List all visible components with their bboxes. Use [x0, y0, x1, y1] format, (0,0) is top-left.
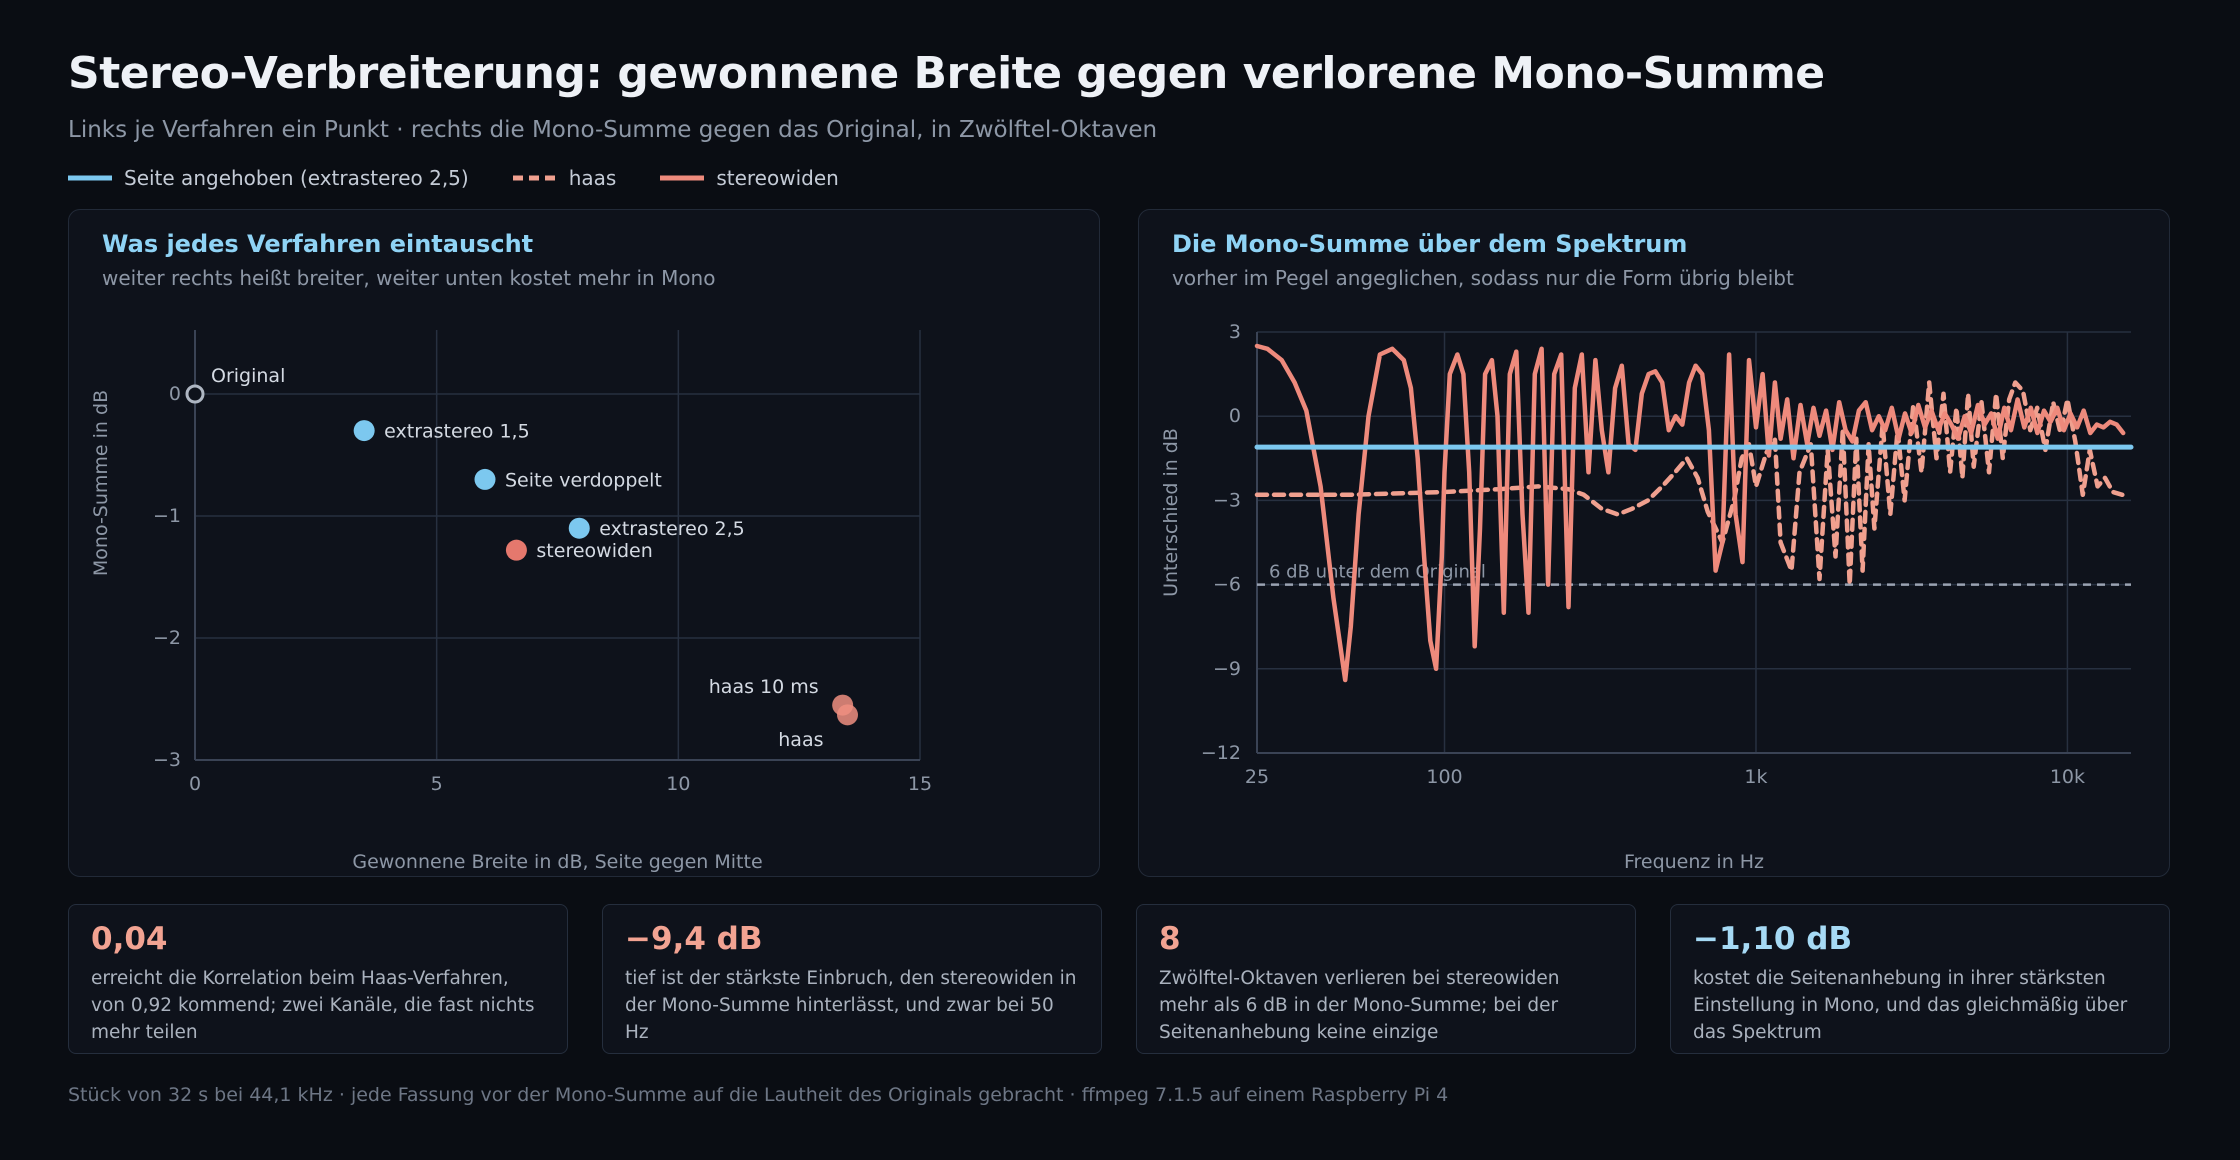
legend-item-stereowiden: stereowiden — [660, 166, 839, 190]
point-side — [474, 468, 496, 490]
y-tick-label: −9 — [1213, 658, 1241, 680]
point-original — [185, 384, 205, 404]
y-tick-label: −1 — [153, 505, 181, 527]
stat-card-correlation: 0,04 erreicht die Korrelation beim Haas-… — [68, 904, 568, 1054]
y-tick-label: −3 — [1213, 489, 1241, 511]
y-tick-label: −3 — [153, 749, 181, 771]
stat-value: −9,4 dB — [625, 921, 763, 957]
stat-text: erreicht die Korrelation beim Haas-Verfa… — [91, 968, 535, 1043]
y-tick-label: −2 — [153, 627, 181, 649]
stat-text: Zwölftel-Oktaven verlieren bei stereowid… — [1159, 968, 1560, 1043]
legend-item-haas: haas — [512, 166, 617, 190]
point-label: haas — [778, 729, 823, 751]
spectrum-panel: Die Mono-Summe über dem Spektrum vorher … — [1138, 209, 2170, 877]
footer-note: Stück von 32 s bei 44,1 kHz · jede Fassu… — [68, 1084, 1449, 1106]
spectrum-panel-title: Die Mono-Summe über dem Spektrum — [1172, 230, 1688, 258]
x-axis-label: Gewonnene Breite in dB, Seite gegen Mitt… — [352, 851, 762, 873]
scatter-panel: Was jedes Verfahren eintauscht weiter re… — [68, 209, 1100, 877]
page-title: Stereo-Verbreiterung: gewonnene Breite g… — [68, 48, 1825, 99]
point-label: extrastereo 2,5 — [599, 518, 745, 540]
legend-label-stereowiden: stereowiden — [716, 166, 839, 190]
point-side — [568, 517, 590, 539]
stat-text: kostet die Seitenanhebung in ihrer stärk… — [1693, 968, 2128, 1043]
x-tick-label: 100 — [1426, 766, 1462, 788]
scatter-chart: 0 5 10 15 0 −1 −2 −3 Gewonnene Breite in dB, Sei… — [90, 330, 932, 873]
x-tick-label: 25 — [1245, 766, 1269, 788]
legend-item-side: Seite angehoben (extrastereo 2,5) — [68, 166, 469, 190]
point-side — [353, 420, 375, 442]
stat-value: 8 — [1159, 921, 1181, 957]
reference-label: 6 dB unter dem Original — [1269, 562, 1486, 583]
scatter-panel-subtitle: weiter rechts heißt breiter, weiter unte… — [102, 266, 716, 290]
series-stereowiden-line — [1254, 343, 2126, 683]
y-tick-label: −6 — [1213, 574, 1241, 596]
point-label: haas 10 ms — [709, 676, 819, 698]
point-label: Seite verdoppelt — [505, 469, 662, 491]
stat-card-bands: 8 Zwölftel-Oktaven verlieren bei stereow… — [1136, 904, 1636, 1054]
x-tick-label: 0 — [189, 773, 201, 795]
stat-value: 0,04 — [91, 921, 168, 957]
legend: Seite angehoben (extrastereo 2,5) haas s… — [68, 164, 883, 192]
point-widen — [505, 539, 527, 561]
x-tick-label: 1k — [1744, 766, 1767, 788]
y-tick-label: −12 — [1201, 742, 1241, 764]
legend-label-side: Seite angehoben (extrastereo 2,5) — [124, 166, 469, 190]
point-label: extrastereo 1,5 — [384, 421, 530, 443]
y-tick-label: 3 — [1229, 321, 1241, 343]
scatter-panel-title: Was jedes Verfahren eintauscht — [102, 230, 534, 258]
legend-label-haas: haas — [568, 166, 617, 190]
point-label: Original — [211, 365, 285, 387]
point-label: stereowiden — [536, 540, 652, 562]
y-tick-label: 0 — [169, 383, 181, 405]
legend-swatch-stereowiden — [660, 175, 705, 181]
y-axis-label: Unterschied in dB — [1160, 428, 1182, 597]
x-tick-label: 15 — [908, 773, 932, 795]
x-tick-label: 5 — [431, 773, 443, 795]
point-haas — [837, 704, 858, 726]
stat-card-dip: −9,4 dB tief ist der stärkste Einbruch, … — [602, 904, 1102, 1054]
y-tick-label: 0 — [1229, 405, 1241, 427]
page-subtitle: Links je Verfahren ein Punkt · rechts di… — [68, 117, 1158, 143]
legend-swatch-haas — [512, 175, 557, 181]
stat-text: tief ist der stärkste Einbruch, den ster… — [625, 968, 1077, 1043]
x-tick-label: 10 — [666, 773, 690, 795]
spectrum-panel-subtitle: vorher im Pegel angeglichen, sodass nur … — [1172, 266, 1794, 290]
stat-card-side: −1,10 dB kostet die Seitenanhebung in ih… — [1670, 904, 2170, 1054]
x-tick-label: 10k — [2050, 766, 2085, 788]
legend-swatch-side — [68, 175, 112, 181]
stat-value: −1,10 dB — [1693, 921, 1853, 957]
x-axis-label: Frequenz in Hz — [1624, 851, 1764, 873]
y-axis-label: Mono-Summe in dB — [90, 390, 112, 576]
series-haas-line — [1254, 380, 2125, 587]
